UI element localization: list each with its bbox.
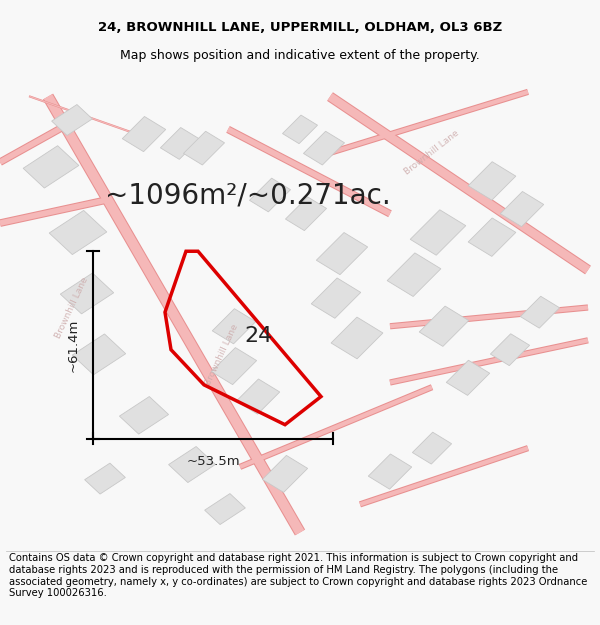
Polygon shape (61, 273, 113, 314)
Polygon shape (316, 232, 368, 274)
Polygon shape (119, 396, 169, 434)
Polygon shape (211, 348, 257, 384)
Text: ~1096m²/~0.271ac.: ~1096m²/~0.271ac. (105, 181, 391, 209)
Polygon shape (412, 432, 452, 464)
Polygon shape (446, 360, 490, 396)
Polygon shape (490, 334, 530, 366)
Polygon shape (262, 456, 308, 493)
Polygon shape (184, 131, 224, 165)
Polygon shape (304, 131, 344, 165)
Text: Brownhill Lane: Brownhill Lane (54, 276, 90, 339)
Text: ~61.4m: ~61.4m (67, 318, 80, 372)
Polygon shape (73, 334, 125, 375)
Text: Brownhill Lane: Brownhill Lane (403, 129, 461, 177)
Polygon shape (122, 116, 166, 152)
Polygon shape (387, 253, 441, 296)
Polygon shape (212, 309, 256, 344)
Polygon shape (23, 146, 79, 188)
Text: 24, BROWNHILL LANE, UPPERMILL, OLDHAM, OL3 6BZ: 24, BROWNHILL LANE, UPPERMILL, OLDHAM, O… (98, 21, 502, 34)
Polygon shape (160, 127, 200, 159)
Text: Brownhill Lane: Brownhill Lane (204, 322, 240, 386)
Polygon shape (283, 115, 317, 144)
Polygon shape (52, 104, 92, 136)
Polygon shape (368, 454, 412, 489)
Polygon shape (520, 296, 560, 328)
Polygon shape (250, 178, 290, 212)
Polygon shape (331, 317, 383, 359)
Polygon shape (468, 162, 516, 200)
Polygon shape (169, 446, 215, 483)
Polygon shape (468, 218, 516, 256)
Polygon shape (85, 463, 125, 494)
Text: Map shows position and indicative extent of the property.: Map shows position and indicative extent… (120, 49, 480, 62)
Text: ~53.5m: ~53.5m (186, 455, 240, 468)
Polygon shape (419, 306, 469, 346)
Polygon shape (410, 210, 466, 255)
Polygon shape (286, 197, 326, 231)
Polygon shape (205, 494, 245, 524)
Polygon shape (311, 278, 361, 318)
Polygon shape (49, 211, 107, 254)
Text: Contains OS data © Crown copyright and database right 2021. This information is : Contains OS data © Crown copyright and d… (9, 553, 587, 598)
Polygon shape (500, 191, 544, 227)
Polygon shape (236, 379, 280, 414)
Text: 24: 24 (244, 326, 272, 346)
